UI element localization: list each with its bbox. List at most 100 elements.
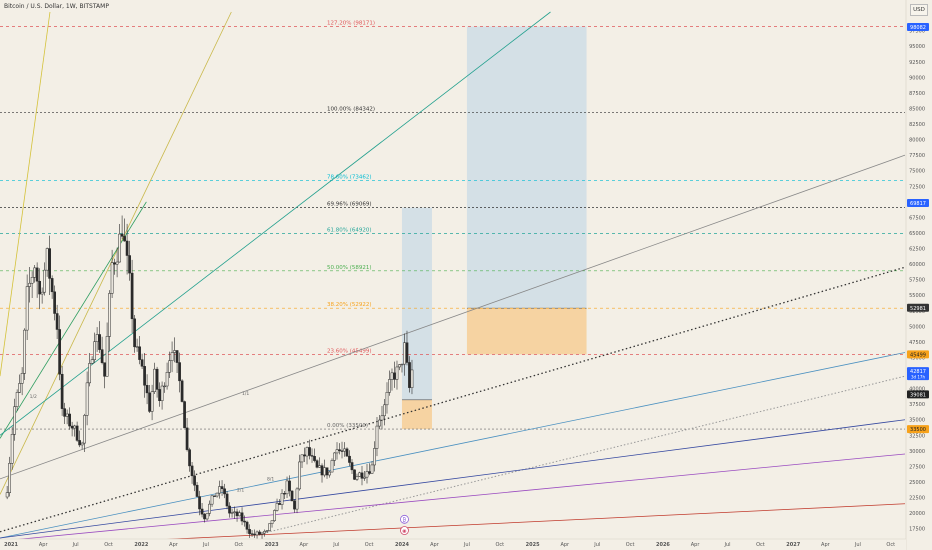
candle-body (33, 267, 36, 278)
candle-body (298, 461, 301, 490)
x-tick-13: Apr (430, 542, 440, 548)
x-tick-22: Jul (724, 542, 731, 548)
candle-body (133, 318, 136, 348)
candle-body (368, 471, 371, 474)
price-tag-label-2: 52981 (910, 306, 926, 312)
candle-body (310, 455, 314, 457)
candle-body (343, 448, 346, 452)
candle-body (338, 449, 341, 451)
trendline-fan-teal (0, 11, 551, 436)
candle-body (255, 531, 259, 536)
candle-body (265, 530, 269, 532)
second-stop-zone (466, 308, 587, 355)
x-tick-11: Oct (365, 542, 374, 548)
candle-body (55, 313, 59, 330)
currency-button[interactable]: USD (910, 4, 928, 16)
candle-body (360, 472, 364, 479)
y-tick-37500: 37500 (909, 402, 925, 408)
y-tick-35000: 35000 (909, 418, 925, 424)
candle-body (220, 486, 224, 490)
candle-body (328, 471, 331, 476)
candle-body (313, 456, 316, 461)
trendline-purple-line (0, 453, 906, 542)
y-tick-20000: 20000 (909, 511, 925, 517)
trendline-dotted-support (0, 266, 906, 533)
candle-body (103, 362, 106, 377)
candle-body (73, 425, 76, 429)
candle-body (65, 413, 69, 417)
y-tick-40000: 40000 (909, 387, 925, 393)
fib-level-label-8: 0.00% (33500) (327, 423, 368, 429)
candle-body (353, 469, 356, 480)
candle-body (105, 336, 109, 377)
candle-body (108, 293, 111, 337)
first-target-zone (401, 207, 432, 400)
candle-body (283, 493, 286, 495)
y-tick-92500: 92500 (909, 60, 925, 66)
candle-body (178, 362, 181, 382)
x-tick-18: Jul (593, 542, 600, 548)
x-tick-3: Oct (104, 542, 113, 548)
candle-body (183, 401, 186, 429)
price-tag-3 (907, 350, 929, 359)
candle-body (355, 476, 359, 480)
candle-body (393, 372, 396, 380)
candle-body (308, 447, 311, 456)
price-tag-label-0: 98082 (910, 25, 926, 31)
y-tick-50000: 50000 (909, 324, 925, 330)
price-tag-label-4: 42817 (910, 369, 926, 375)
candle-body (180, 380, 184, 402)
candle-body (90, 359, 94, 364)
candle-body (118, 233, 121, 263)
candle-body (285, 480, 289, 495)
candle-body (238, 512, 241, 517)
candle-body (83, 415, 86, 444)
candle-body (115, 261, 119, 265)
candle-body (53, 291, 56, 314)
x-tick-17: Apr (560, 542, 570, 548)
candle-body (280, 493, 284, 505)
candle-body (98, 334, 101, 350)
candle-body (18, 383, 21, 393)
candle-body (28, 282, 31, 287)
trendline-fan-yellow (0, 11, 51, 377)
y-tick-30000: 30000 (909, 449, 925, 455)
channel-label-3: 2/1 (237, 487, 244, 493)
candle-body (395, 366, 399, 380)
candle-body (78, 440, 81, 446)
price-tag-label-1: 69817 (910, 201, 926, 207)
candle-body (205, 513, 209, 520)
x-tick-6: Jul (202, 542, 209, 548)
y-tick-75000: 75000 (909, 169, 925, 175)
y-tick-25000: 25000 (909, 480, 925, 486)
x-tick-23: Oct (756, 542, 765, 548)
channel-label-2: 8/1 (267, 477, 274, 483)
candle-body (193, 475, 196, 486)
candle-body (243, 520, 246, 523)
candle-body (48, 248, 51, 279)
fib-level-label-5: 50.00% (58921) (327, 265, 372, 271)
trendline-blue-channel (0, 352, 906, 539)
x-tick-8: 2023 (265, 542, 279, 548)
candle-body (153, 368, 156, 393)
candle-body (25, 286, 29, 331)
y-tick-27500: 27500 (909, 464, 925, 470)
x-tick-27: Oct (886, 542, 895, 548)
y-tick-90000: 90000 (909, 75, 925, 81)
candle-body (315, 460, 319, 468)
candle-body (15, 392, 19, 407)
y-tick-67500: 67500 (909, 215, 925, 221)
candle-body (125, 240, 129, 256)
candle-body (35, 267, 39, 282)
y-tick-22500: 22500 (909, 496, 925, 502)
channel-label-1: 1/1 (242, 391, 249, 397)
candle-body (43, 269, 46, 293)
price-tag-1 (907, 198, 929, 207)
candle-body (63, 408, 66, 417)
candle-body (170, 352, 174, 361)
candle-body (93, 341, 96, 360)
fib-level-label-7: 23.60% (45499) (327, 348, 372, 354)
y-tick-72500: 72500 (909, 184, 925, 190)
candle-body (85, 382, 89, 416)
